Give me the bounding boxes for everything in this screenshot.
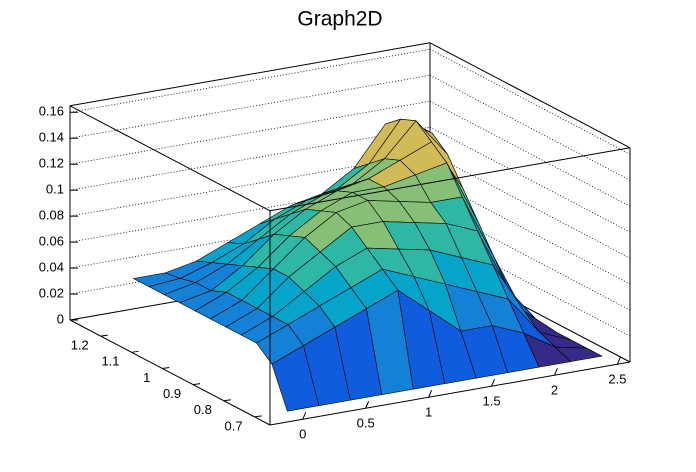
box-edge xyxy=(69,42,431,107)
z-tick-label: 0.14 xyxy=(39,130,64,145)
y-tick xyxy=(162,366,170,369)
x-tick xyxy=(365,401,370,409)
box-edge xyxy=(269,147,631,212)
chart-title: Graph2D xyxy=(297,8,382,31)
box-edge xyxy=(429,42,631,149)
y-tick xyxy=(193,383,201,386)
z-tick-label: 0.04 xyxy=(39,260,64,275)
box-edge xyxy=(269,361,631,426)
z-tick-label: 0.02 xyxy=(39,285,64,300)
y-tick-label: 1 xyxy=(143,370,150,385)
z-tick-label: 0.1 xyxy=(46,182,64,197)
y-tick-label: 1.1 xyxy=(101,354,119,369)
box-edge xyxy=(69,319,271,426)
z-tick-label: 0.08 xyxy=(39,208,64,223)
grid-line xyxy=(429,48,631,155)
y-tick-label: 0.9 xyxy=(163,386,181,401)
x-tick-label: 0.5 xyxy=(357,416,375,431)
z-tick-label: 0.06 xyxy=(39,234,64,249)
x-tick xyxy=(428,390,433,398)
y-tick-label: 0.8 xyxy=(194,402,212,417)
grid-line xyxy=(69,204,431,269)
grid-line xyxy=(69,74,431,139)
grid-line xyxy=(429,74,631,181)
x-tick-label: 0 xyxy=(299,427,306,442)
grid-line xyxy=(69,100,431,165)
x-tick xyxy=(491,379,495,387)
x-tick xyxy=(616,357,621,365)
x-tick xyxy=(554,368,558,376)
x-tick-label: 2.5 xyxy=(608,372,626,387)
x-tick-label: 2 xyxy=(551,383,558,398)
x-tick-label: 1 xyxy=(425,405,432,420)
grid-line xyxy=(69,126,431,191)
z-tick-label: 0 xyxy=(57,311,64,326)
y-tick xyxy=(100,334,108,337)
box-edge xyxy=(69,105,271,212)
y-tick-label: 1.2 xyxy=(71,338,89,353)
x-tick xyxy=(302,412,307,420)
grid-line xyxy=(69,152,431,217)
y-tick xyxy=(254,415,262,418)
grid-line xyxy=(69,230,431,295)
grid-line xyxy=(69,256,431,321)
y-tick-label: 0.7 xyxy=(225,418,243,433)
grid-line xyxy=(69,48,431,113)
y-tick xyxy=(223,399,231,402)
z-tick-label: 0.16 xyxy=(39,104,64,119)
x-tick-label: 1.5 xyxy=(482,394,500,409)
grid-line xyxy=(69,178,431,243)
y-tick xyxy=(131,350,139,353)
surface-cell xyxy=(271,345,320,412)
z-tick-label: 0.12 xyxy=(39,156,64,171)
